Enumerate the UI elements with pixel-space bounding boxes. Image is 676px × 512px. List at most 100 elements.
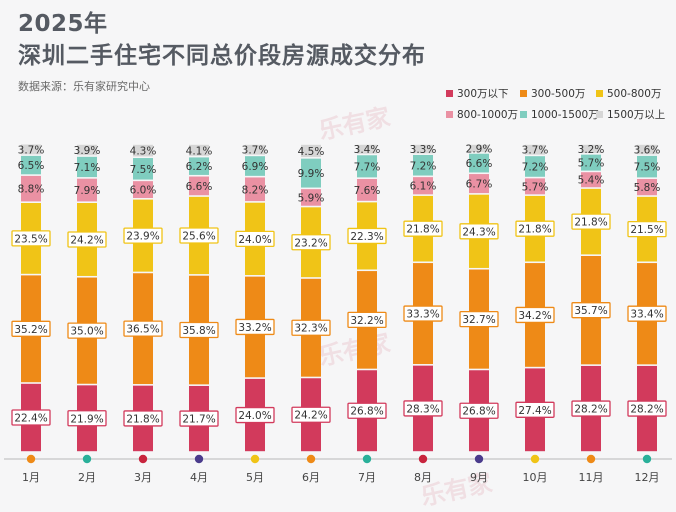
value-label-box	[123, 320, 163, 337]
value-label-box	[347, 402, 387, 419]
value-label-box	[347, 227, 387, 245]
value-label: 22.3%	[350, 231, 383, 243]
value-label-box	[459, 402, 499, 419]
value-label: 5.4%	[578, 175, 605, 187]
x-tick-label: 6月	[302, 471, 320, 484]
value-label-box	[11, 320, 51, 337]
value-label: 21.7%	[182, 414, 215, 426]
bar-segment	[21, 144, 41, 155]
value-label: 6.1%	[410, 181, 437, 193]
value-label: 35.8%	[182, 325, 215, 337]
month-dot	[418, 454, 428, 464]
bar-segment	[525, 178, 545, 195]
chart-legend: 300万以下 300-500万 500-800万 800-1000万 1000-1500…	[446, 86, 676, 122]
month-dot	[586, 454, 596, 464]
bar-segment	[413, 144, 433, 154]
value-label: 6.9%	[242, 161, 269, 173]
value-label: 27.4%	[518, 405, 551, 417]
value-label: 25.6%	[182, 230, 215, 242]
legend-item: 800-1000万	[446, 107, 520, 122]
month-dot	[194, 454, 204, 464]
x-tick-label: 1月	[22, 471, 40, 484]
x-tick-label: 7月	[358, 471, 376, 484]
value-label: 7.7%	[354, 161, 381, 173]
legend-item: 300万以下	[446, 86, 520, 101]
value-label: 7.2%	[410, 160, 437, 172]
value-label-box	[515, 220, 555, 237]
value-label-box	[515, 401, 555, 418]
legend-swatch	[520, 90, 527, 97]
value-label: 5.8%	[634, 182, 661, 194]
bar-segment	[189, 157, 209, 175]
value-label-box	[179, 410, 219, 427]
value-label: 3.7%	[242, 145, 269, 157]
value-label: 28.3%	[406, 403, 439, 415]
month-dot	[250, 454, 260, 464]
x-tick-label: 12月	[635, 471, 660, 484]
bar-segment	[637, 144, 657, 155]
value-label: 28.2%	[574, 404, 607, 416]
month-dot	[362, 454, 372, 464]
value-label-box	[291, 319, 331, 336]
bar-segment	[301, 189, 321, 206]
value-label: 7.9%	[74, 185, 101, 197]
legend-swatch	[446, 90, 453, 97]
bar-segment	[189, 176, 209, 196]
month-dot	[306, 454, 316, 464]
value-label-box	[11, 409, 51, 426]
value-label: 32.3%	[294, 323, 327, 335]
x-tick-label: 11月	[579, 471, 604, 484]
bar-segment	[189, 144, 209, 156]
value-label: 3.3%	[410, 144, 437, 156]
value-label: 28.2%	[630, 404, 663, 416]
value-label: 5.7%	[522, 181, 549, 193]
value-label: 23.5%	[14, 233, 47, 245]
value-label: 35.2%	[14, 324, 47, 336]
value-label: 32.7%	[462, 314, 495, 326]
legend-swatch	[446, 111, 453, 118]
value-label: 23.9%	[126, 231, 159, 243]
value-label: 35.7%	[574, 305, 607, 317]
value-label: 21.8%	[126, 413, 159, 425]
bar-segment	[581, 144, 601, 154]
value-label: 21.8%	[518, 224, 551, 236]
value-label: 7.5%	[634, 162, 661, 174]
bar-segment	[245, 177, 265, 202]
bar-segment	[357, 155, 377, 178]
legend-swatch	[596, 111, 603, 118]
value-label: 4.5%	[298, 146, 325, 158]
bar-segment	[133, 144, 153, 157]
value-label-box	[235, 406, 275, 424]
value-label-box	[571, 213, 611, 230]
value-label-box	[459, 310, 499, 328]
value-label-box	[403, 220, 443, 237]
value-label: 24.0%	[238, 234, 271, 246]
value-label: 36.5%	[126, 324, 159, 336]
month-dot	[530, 454, 540, 464]
value-label: 6.2%	[186, 161, 213, 173]
legend-label: 1000-1500万	[531, 109, 599, 121]
legend-swatch	[520, 111, 527, 118]
value-label-box	[403, 400, 443, 417]
bar-segment	[133, 158, 153, 180]
value-label: 21.5%	[630, 224, 663, 236]
value-label: 4.3%	[130, 146, 157, 158]
bar-segment	[77, 156, 97, 178]
month-dot	[26, 454, 36, 464]
value-label: 24.2%	[294, 410, 327, 422]
value-label: 3.9%	[74, 145, 101, 157]
value-label-box	[235, 318, 275, 336]
bar-segment	[525, 156, 545, 177]
value-label: 26.8%	[462, 406, 495, 418]
value-label-box	[571, 400, 611, 417]
value-label-box	[235, 230, 275, 248]
value-label: 21.8%	[574, 217, 607, 229]
legend-label: 1500万以上	[607, 109, 666, 121]
chart-title: 深圳二手住宅不同总价段房源成交分布	[18, 43, 426, 69]
bar-segment	[637, 155, 657, 178]
value-label: 6.6%	[466, 158, 493, 170]
x-tick-label: 2月	[78, 471, 96, 484]
legend-item: 1500万以上	[596, 107, 666, 122]
bar-segment	[21, 155, 41, 175]
x-tick-label: 4月	[190, 471, 208, 484]
